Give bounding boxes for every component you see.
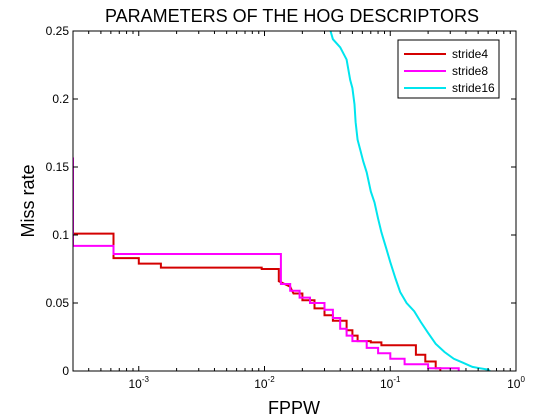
x-tick-exponent: -1	[393, 375, 401, 384]
plot-frame	[72, 30, 517, 372]
y-tick-label: 0.1	[52, 228, 69, 242]
x-tick-label: 10-1	[380, 375, 401, 391]
x-tick-label: 10-3	[129, 375, 150, 391]
y-tick-label: 0.2	[52, 92, 69, 106]
x-axis-label: FPPW	[268, 398, 320, 418]
y-tick-label: 0.15	[46, 160, 70, 174]
y-tick-label: 0.05	[46, 296, 70, 310]
legend: stride4 stride8 stride16	[397, 39, 500, 99]
x-tick-exponent: 0	[520, 375, 525, 384]
series-line-stride16	[329, 31, 491, 371]
y-tick-label: 0	[62, 364, 69, 378]
legend-label-stride16: stride16	[452, 81, 495, 95]
series-line-stride8	[73, 157, 460, 371]
x-tick-exponent: -2	[268, 375, 276, 384]
x-tick-label: 100	[507, 375, 525, 391]
y-tick-label: 0.25	[46, 24, 70, 38]
legend-label-stride4: stride4	[452, 47, 488, 61]
y-axis-label: Miss rate	[18, 164, 38, 237]
series-line-stride4	[73, 167, 442, 371]
chart-title: PARAMETERS OF THE HOG DESCRIPTORS	[105, 6, 479, 26]
x-tick-exponent: -3	[142, 375, 150, 384]
x-tick-base: 10	[129, 377, 143, 391]
x-tick-base: 10	[254, 377, 268, 391]
x-tick-base: 10	[380, 377, 394, 391]
x-tick-label: 10-2	[254, 375, 275, 391]
x-tick-base: 10	[507, 377, 521, 391]
legend-label-stride8: stride8	[452, 64, 488, 78]
